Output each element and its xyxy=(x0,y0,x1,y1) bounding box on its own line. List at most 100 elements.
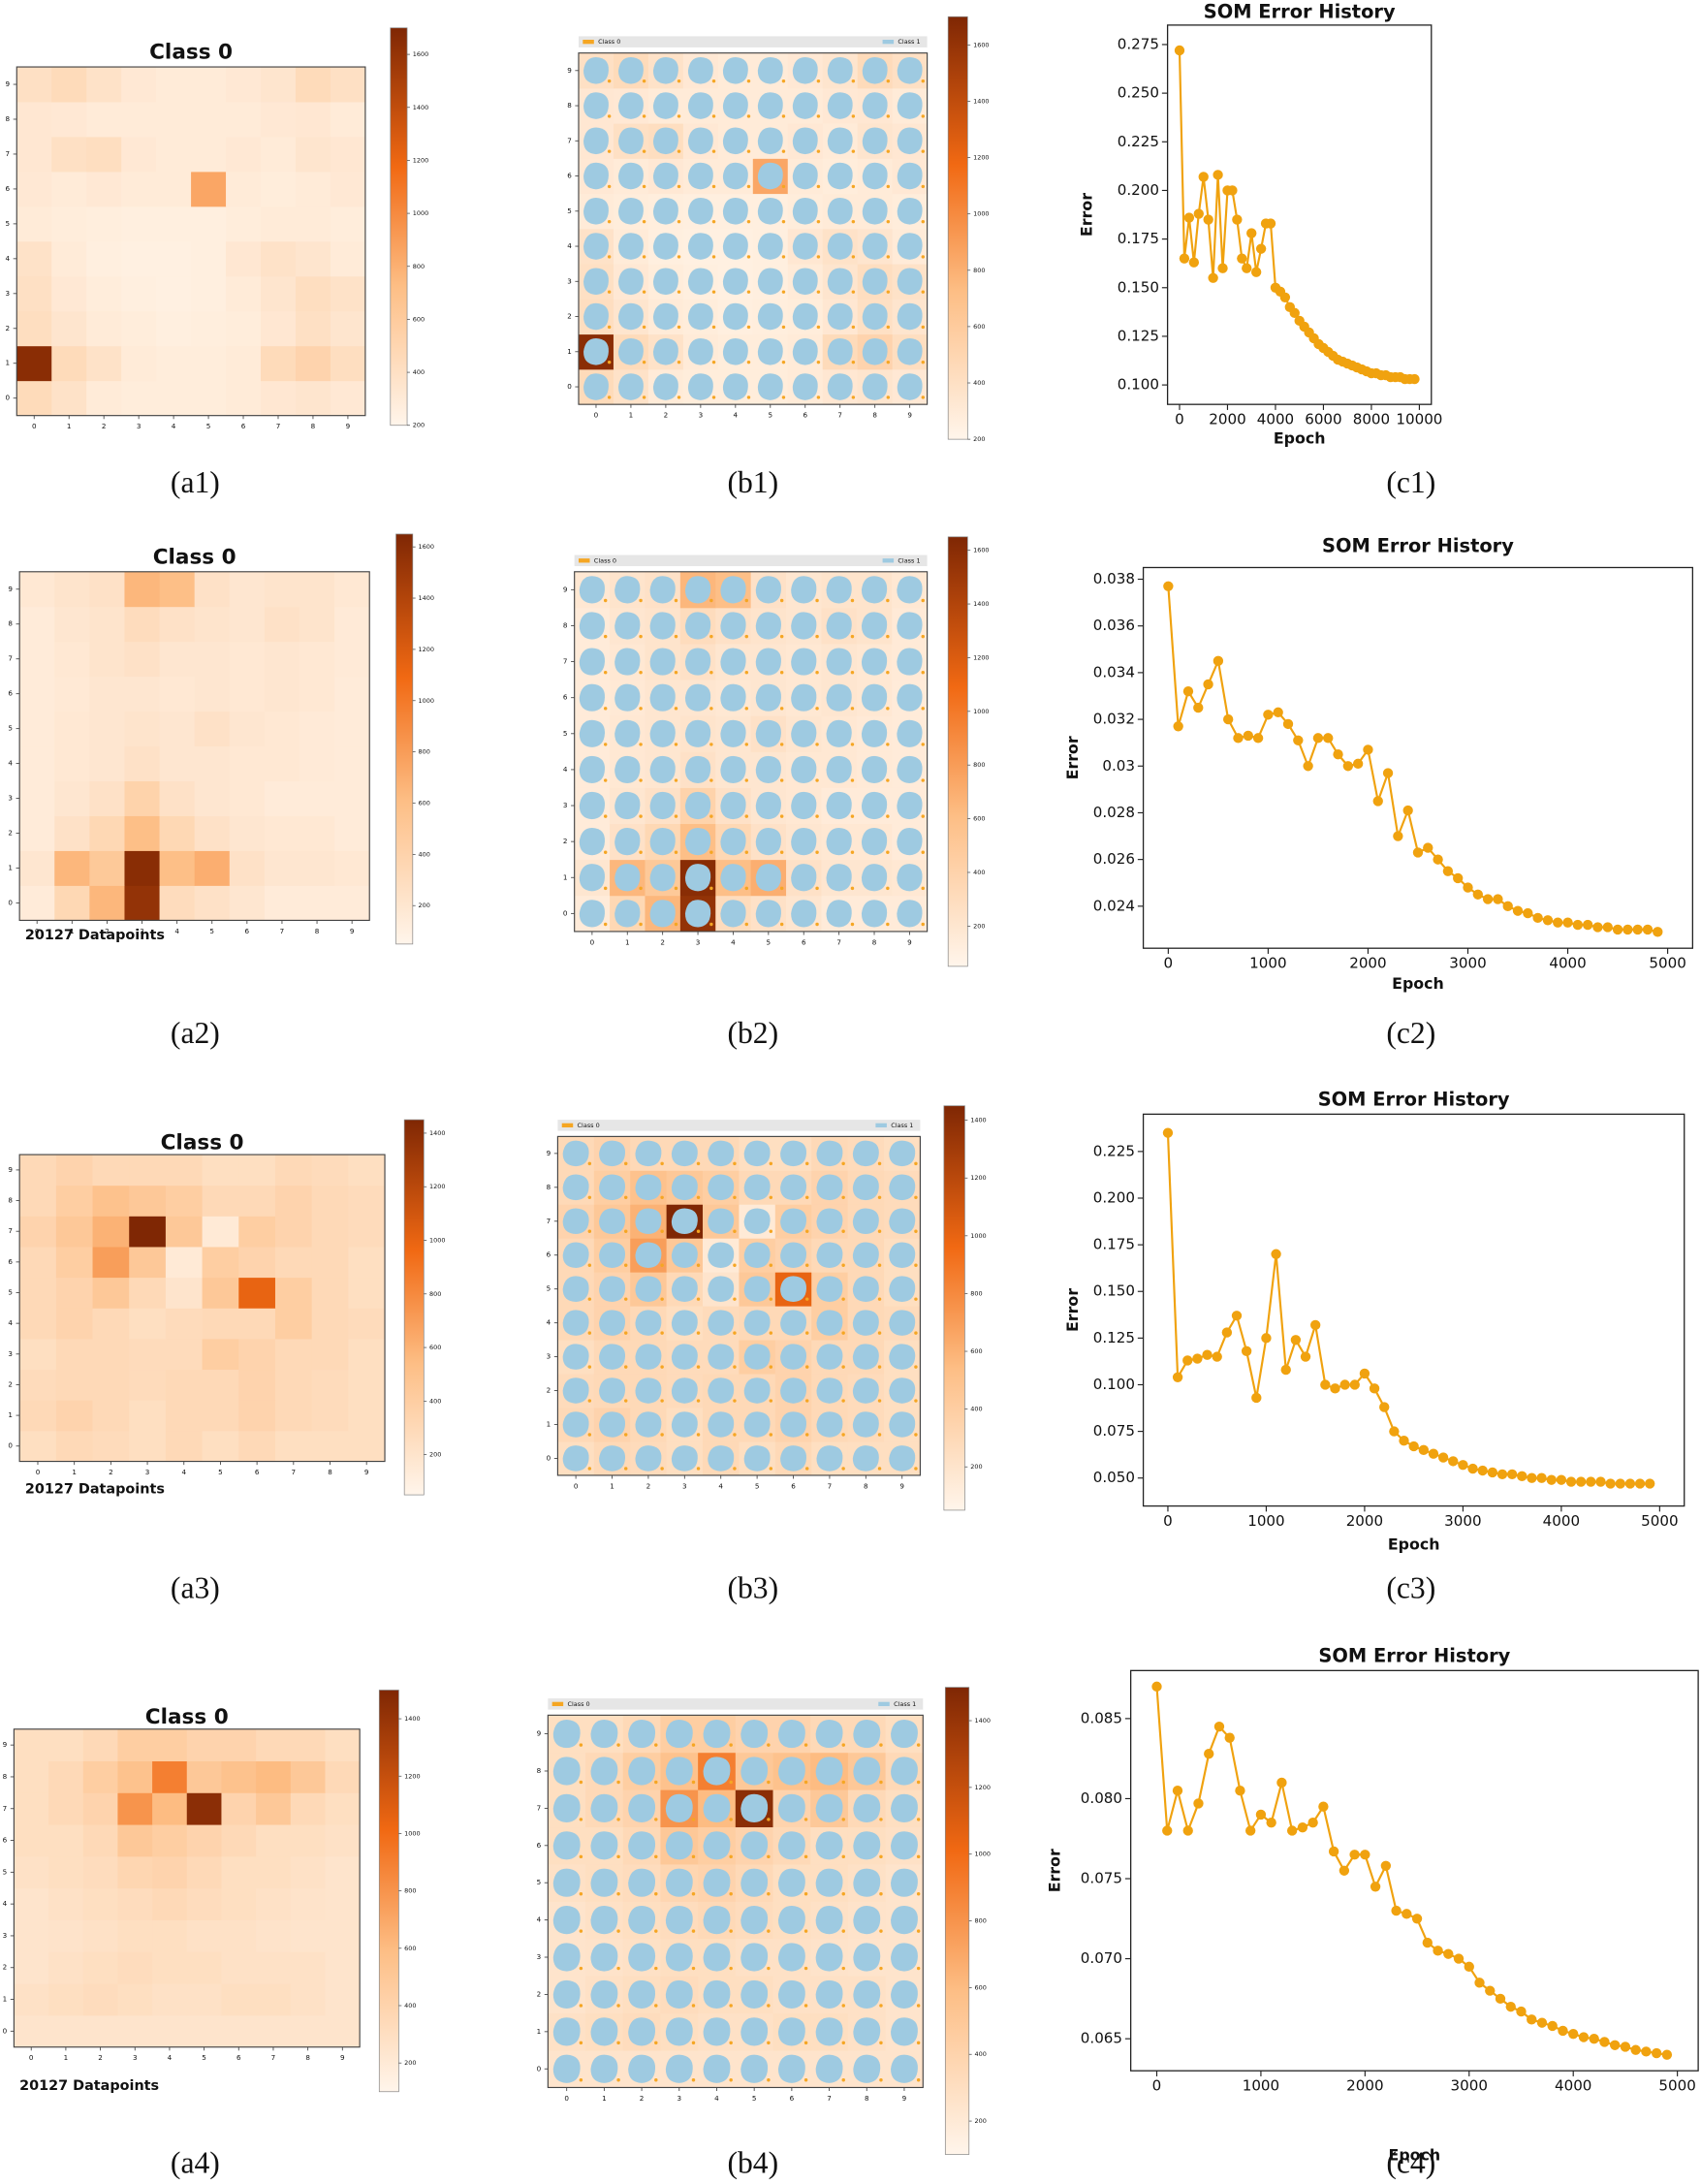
sample-dot xyxy=(805,1195,809,1200)
sample-dot xyxy=(781,184,786,189)
sample-cluster xyxy=(562,1377,589,1404)
heatmap-cell xyxy=(16,345,52,382)
sample-dot xyxy=(677,396,681,399)
heatmap-cell xyxy=(165,1308,204,1340)
sample-dot xyxy=(746,219,751,224)
y-tick-label: 0.038 xyxy=(1093,570,1135,587)
panel-caption: (b3) xyxy=(727,1571,778,1605)
sample-dot xyxy=(654,2041,658,2045)
sample-cluster xyxy=(562,1344,589,1370)
heatmap-cell xyxy=(261,136,297,173)
sample-dot xyxy=(744,670,749,675)
sample-cluster xyxy=(777,1943,805,1972)
heatmap-cell xyxy=(191,136,227,173)
sample-dot xyxy=(815,778,819,782)
x-tick-label: 2 xyxy=(646,1481,651,1490)
sample-cluster xyxy=(891,1868,918,1897)
heatmap-cell xyxy=(159,745,196,781)
sample-dot xyxy=(674,743,678,746)
sample-dot xyxy=(921,360,926,364)
colorbar-tick-label: 1200 xyxy=(973,653,989,661)
sample-cluster xyxy=(708,1174,735,1201)
sample-dot xyxy=(851,79,856,83)
error-point xyxy=(1372,796,1383,807)
x-tick-label: 3 xyxy=(696,937,701,946)
x-tick-label: 3 xyxy=(137,422,142,430)
y-tick-label: 0.125 xyxy=(1093,1329,1135,1346)
heatmap-cell xyxy=(129,1338,167,1371)
sample-cluster xyxy=(583,162,609,190)
error-point xyxy=(1382,768,1394,778)
heatmap-cell xyxy=(186,1983,222,2016)
sample-dot xyxy=(660,1399,664,1403)
y-tick-label: 2 xyxy=(5,324,10,332)
sample-dot xyxy=(851,114,856,118)
sample-cluster xyxy=(826,864,852,892)
x-tick-label: 3 xyxy=(677,2094,681,2103)
sample-cluster xyxy=(816,1310,843,1336)
sample-dot xyxy=(660,1229,664,1233)
heatmap-cell xyxy=(19,885,55,921)
sample-cluster xyxy=(579,864,606,892)
y-tick-label: 5 xyxy=(8,1288,13,1297)
sample-dot xyxy=(711,114,716,118)
sample-dot xyxy=(805,1365,809,1369)
sample-cluster xyxy=(891,1757,918,1786)
heatmap-cell xyxy=(229,641,266,678)
heatmap-cell xyxy=(55,1338,93,1371)
sample-cluster xyxy=(649,864,676,892)
heatmap-cell xyxy=(229,850,266,886)
sample-cluster xyxy=(722,373,748,400)
error-point xyxy=(1182,1825,1193,1836)
sample-dot xyxy=(624,1365,628,1369)
heatmap-cell xyxy=(256,1887,292,1920)
sample-dot xyxy=(744,886,749,891)
sample-dot xyxy=(711,149,716,153)
sample-dot xyxy=(674,886,678,891)
colorbar-tick-label: 600 xyxy=(970,1347,982,1355)
sample-cluster xyxy=(628,1757,656,1786)
sample-cluster xyxy=(628,1831,656,1860)
sample-dot xyxy=(914,1365,918,1369)
heatmap-cell xyxy=(92,1277,130,1309)
y-tick-label: 9 xyxy=(8,585,13,593)
sample-dot xyxy=(921,670,925,675)
sample-dot xyxy=(921,149,926,153)
sample-cluster xyxy=(687,338,713,365)
sample-cluster xyxy=(862,268,888,296)
heatmap-cell xyxy=(92,1430,130,1462)
error-point xyxy=(1595,1476,1606,1487)
sample-dot xyxy=(805,1161,809,1166)
sample-cluster xyxy=(552,2054,581,2083)
sample-dot xyxy=(850,634,855,639)
heatmap-cell xyxy=(51,275,87,312)
sample-dot xyxy=(603,778,608,782)
sample-cluster xyxy=(720,864,746,892)
x-tick-label: 3 xyxy=(682,1481,687,1490)
error-point xyxy=(1193,702,1204,713)
x-tick-label: 6 xyxy=(790,2094,795,2103)
colorbar-tick-label: 1000 xyxy=(404,1829,420,1837)
x-tick-label: 5000 xyxy=(1658,2077,1695,2095)
sample-dot xyxy=(579,2004,583,2008)
heatmap-cell xyxy=(226,102,262,138)
sample-dot xyxy=(877,1263,882,1267)
sample-dot xyxy=(886,598,890,603)
colorbar-tick-label: 800 xyxy=(970,1289,982,1297)
sample-cluster xyxy=(652,127,678,155)
sample-cluster xyxy=(740,1757,769,1786)
x-tick-label: 4000 xyxy=(1549,955,1586,972)
sample-cluster xyxy=(652,57,678,84)
error-point xyxy=(1243,730,1253,742)
sample-dot xyxy=(879,2004,883,2008)
sample-cluster xyxy=(897,900,923,928)
heatmap-cell xyxy=(229,676,266,712)
chart-title: SOM Error History xyxy=(1322,534,1514,556)
sample-cluster xyxy=(579,648,606,676)
sample-cluster xyxy=(897,683,923,712)
sample-dot xyxy=(851,149,856,153)
sample-cluster xyxy=(852,1174,879,1201)
colorbar-tick-label: 1000 xyxy=(973,708,989,715)
sample-dot xyxy=(660,1263,664,1267)
sample-dot xyxy=(579,1892,583,1896)
